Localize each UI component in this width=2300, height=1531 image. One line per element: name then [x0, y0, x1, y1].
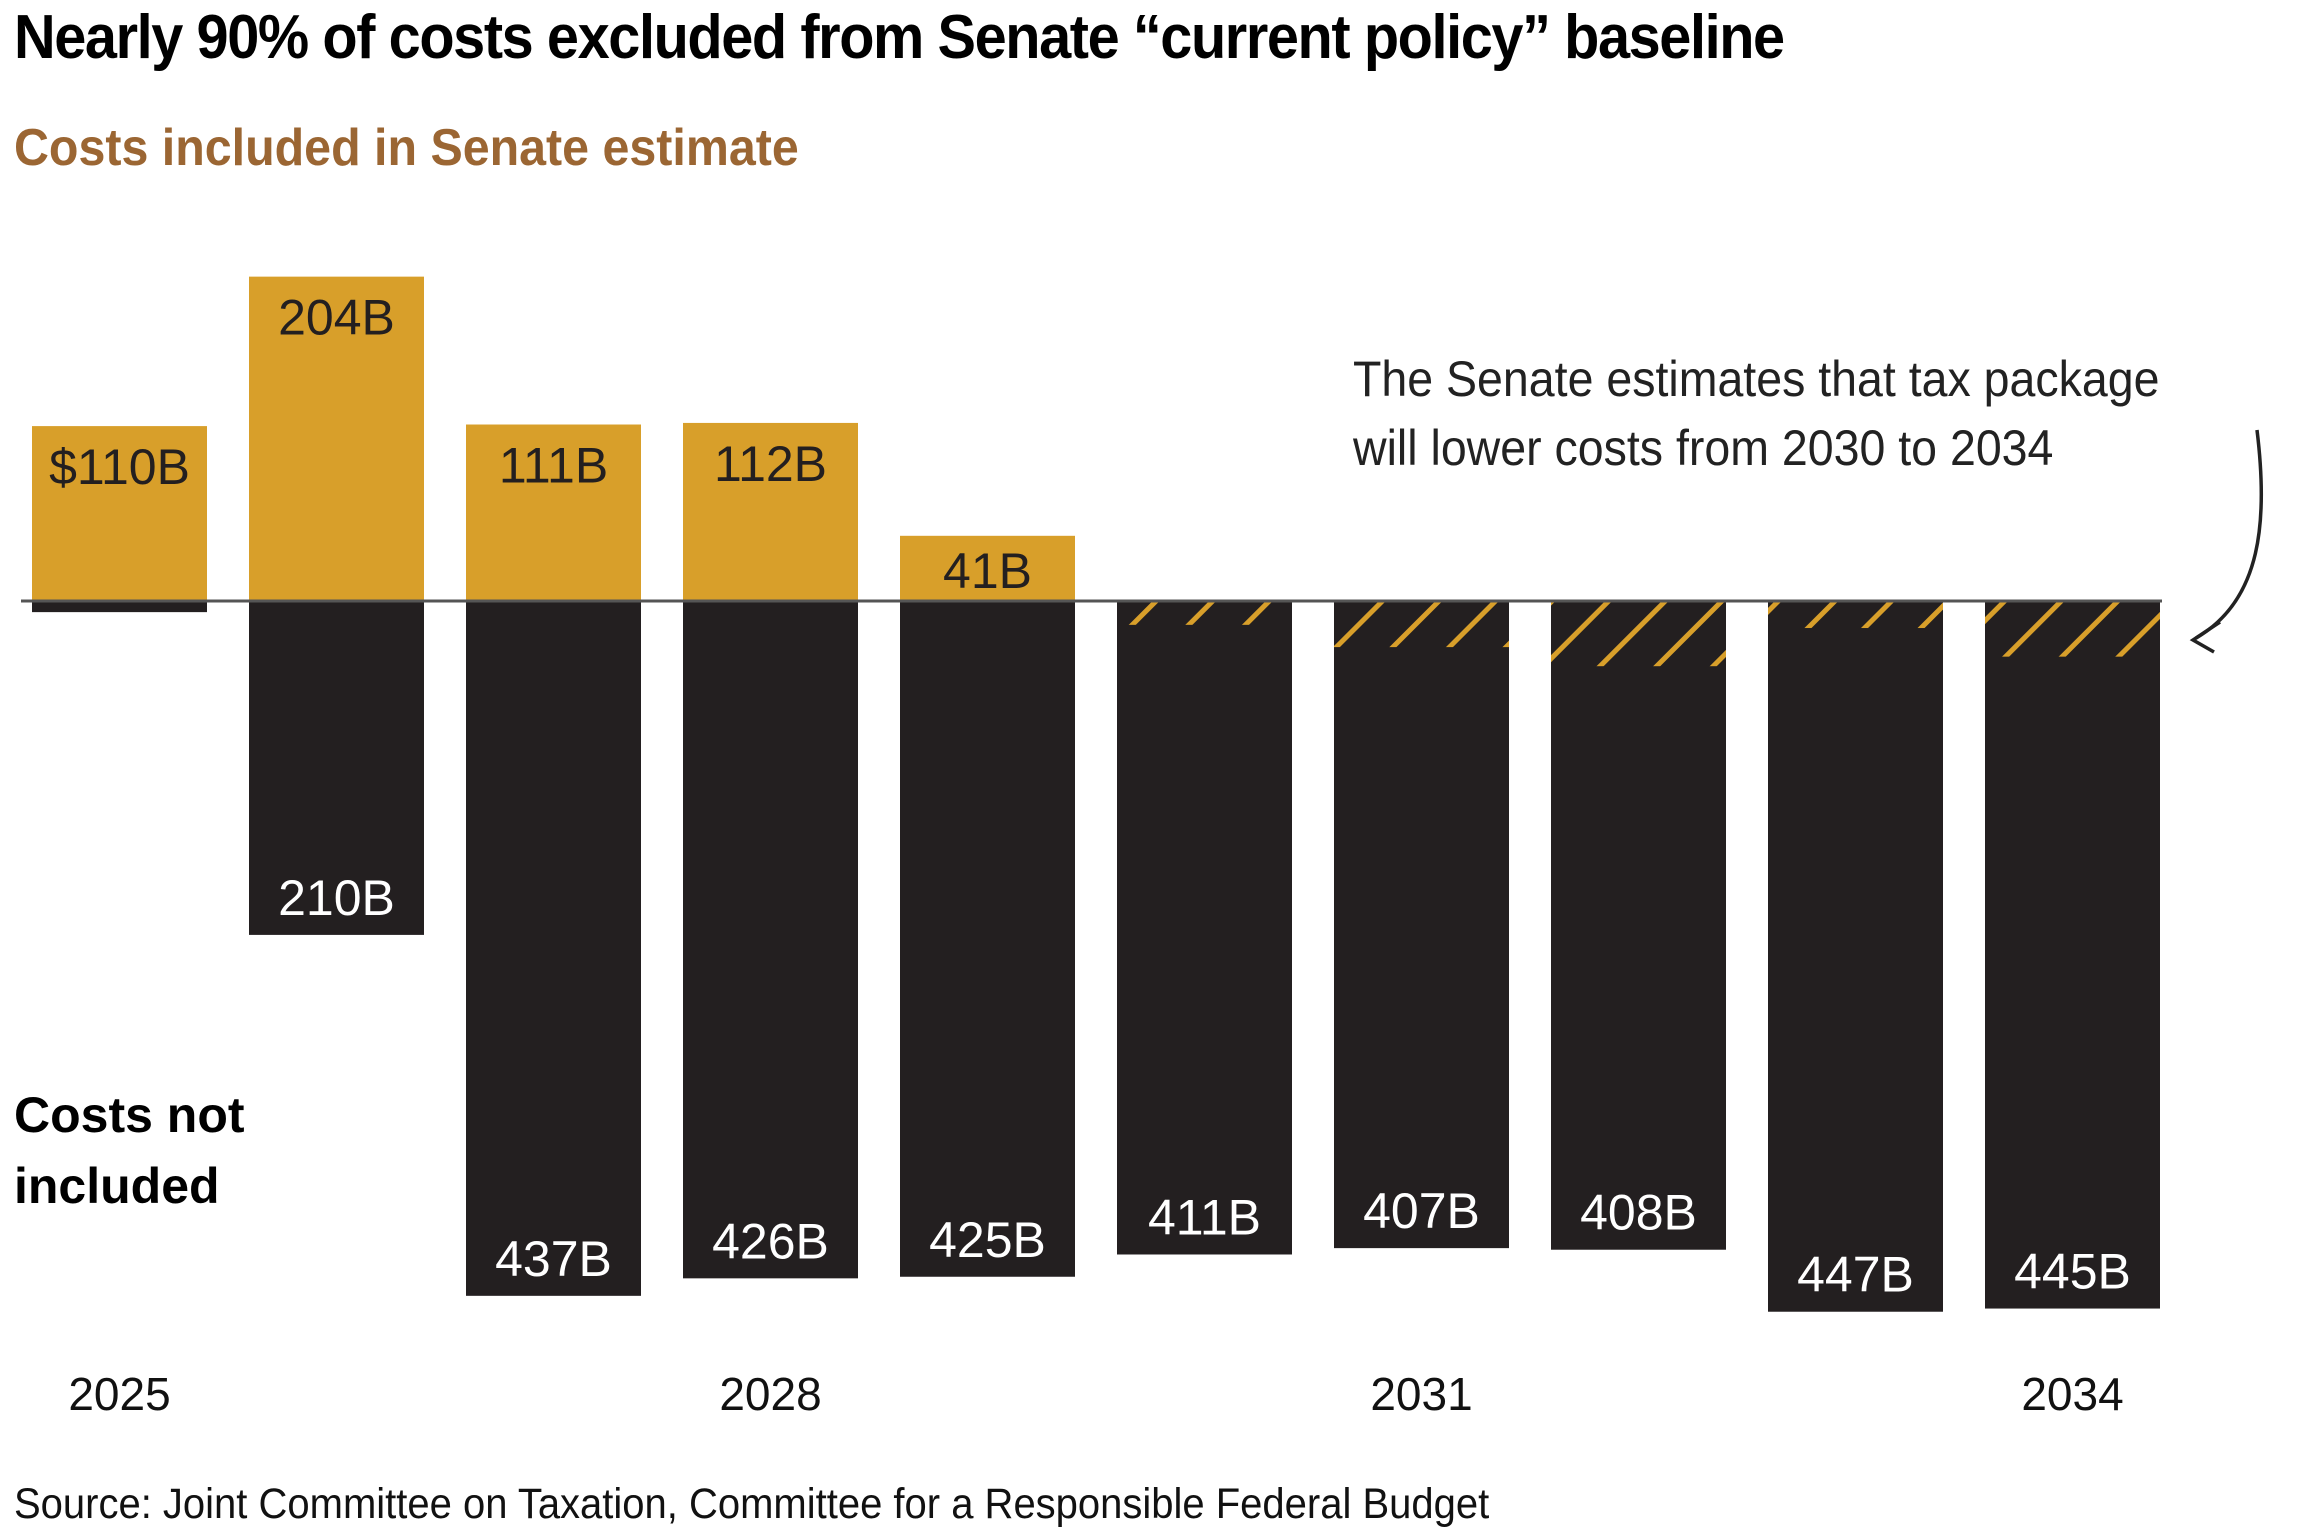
x-tick-label-2025: 2025	[68, 1368, 170, 1420]
included-bar-2029	[900, 535, 1075, 601]
not-included-bar-2031	[1334, 601, 1509, 1249]
x-tick-label-2028: 2028	[719, 1368, 821, 1420]
included-value-label-2025: $110B	[49, 439, 190, 495]
not-included-bar-2030	[1117, 601, 1292, 1255]
not-included-value-label-2032: 408B	[1580, 1185, 1697, 1241]
annotation-line-2: will lower costs from 2030 to 2034	[1353, 420, 2054, 476]
annotation-line-1: The Senate estimates that tax package	[1353, 351, 2160, 407]
included-bar-2028	[683, 422, 858, 601]
included-bar-2027	[466, 424, 641, 601]
source-note: Source: Joint Committee on Taxation, Com…	[14, 1480, 1490, 1528]
not-included-value-label-2029: 425B	[929, 1212, 1046, 1268]
included-value-label-2027: 111B	[499, 438, 608, 494]
not-included-bar-2033	[1768, 601, 1943, 1312]
included-bar-2026	[249, 276, 424, 601]
chart-title: Nearly 90% of costs excluded from Senate…	[14, 3, 1785, 72]
arrow-curve	[2195, 429, 2264, 640]
not-included-value-label-2028: 426B	[712, 1213, 829, 1269]
annotation-arrow	[2189, 429, 2264, 654]
not-included-bar-2028	[683, 601, 858, 1279]
not-included-value-label-2033: 447B	[1797, 1247, 1914, 1303]
bars-group: $110B 204B 210B 111B 437B 112B 426B 41B 425B 411B…	[32, 276, 2160, 1312]
included-value-label-2028: 112B	[714, 436, 827, 492]
not-included-bar-2029	[900, 601, 1075, 1277]
annotation: The Senate estimates that tax package wi…	[1353, 345, 2159, 483]
included-bar-2025	[32, 426, 207, 601]
savings-hatch-2034	[1985, 601, 2160, 657]
not-included-label-line-1: Costs not	[14, 1087, 245, 1143]
included-value-label-2026: 204B	[278, 290, 395, 346]
not-included-bar-2027	[466, 601, 641, 1296]
x-tick-label-2034: 2034	[2021, 1368, 2123, 1420]
not-included-bar-2032	[1551, 601, 1726, 1250]
not-included-label-line-2: included	[14, 1158, 220, 1214]
x-tick-label-2031: 2031	[1370, 1368, 1472, 1420]
savings-hatch-2033	[1768, 601, 1943, 629]
included-series-label: Costs included in Senate estimate	[14, 119, 799, 177]
not-included-value-label-2027: 437B	[495, 1231, 612, 1287]
not-included-value-label-2030: 411B	[1148, 1189, 1261, 1245]
x-axis-ticks: 2025 2028 2031 2034	[68, 1368, 2123, 1420]
arrow-head-icon	[2189, 620, 2221, 654]
not-included-value-label-2034: 445B	[2014, 1244, 2131, 1300]
not-included-series-label: Costs not included	[14, 1080, 245, 1222]
savings-hatch-2030	[1117, 601, 1292, 625]
included-value-label-2029: 41B	[943, 543, 1032, 599]
not-included-value-label-2031: 407B	[1363, 1183, 1480, 1239]
savings-hatch-2031	[1334, 601, 1509, 648]
not-included-bar-2034	[1985, 601, 2160, 1309]
not-included-bar-2025	[32, 601, 207, 613]
savings-hatch-2032	[1551, 601, 1726, 667]
not-included-value-label-2026: 210B	[278, 870, 395, 926]
not-included-bar-2026	[249, 601, 424, 935]
